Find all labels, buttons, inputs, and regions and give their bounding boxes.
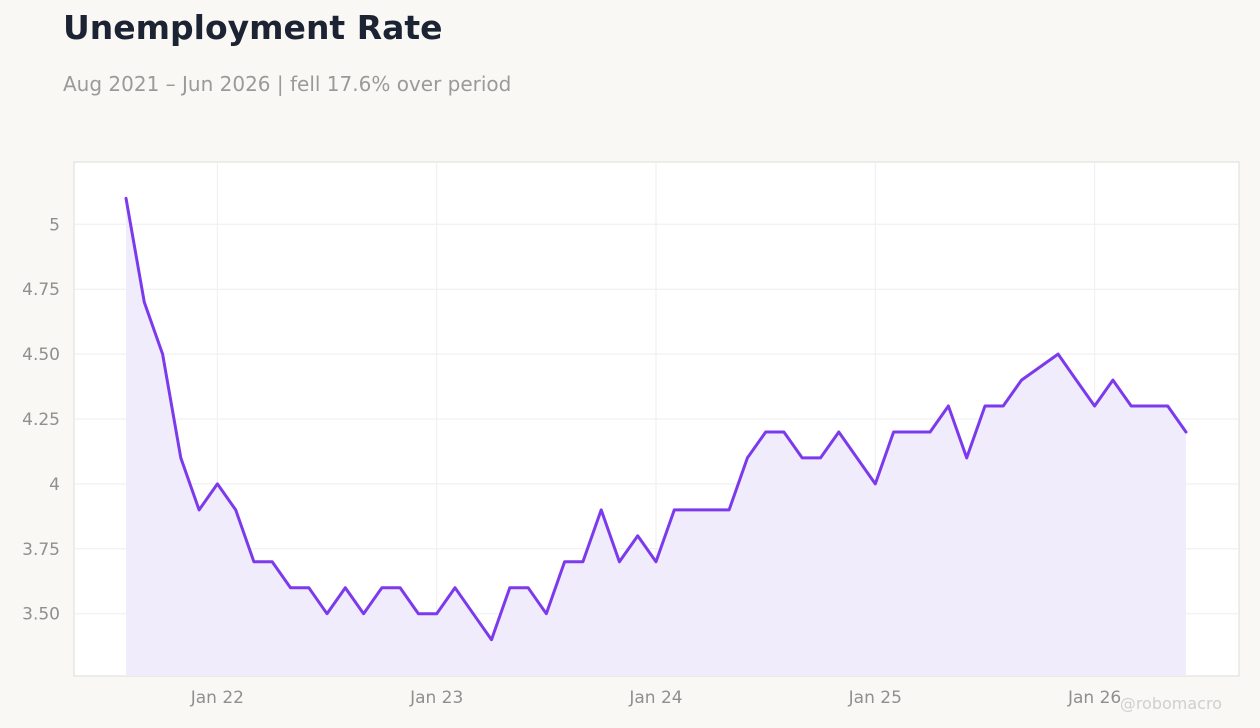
y-axis: 3.50 3.75 4 4.25 4.50 4.75 5 xyxy=(22,215,60,624)
y-tick-label: 4.25 xyxy=(22,410,60,430)
x-tick-label: Jan 26 xyxy=(1067,688,1121,708)
y-tick-label: 3.75 xyxy=(22,540,60,560)
y-tick-label: 5 xyxy=(49,215,60,235)
x-tick-label: Jan 25 xyxy=(848,688,902,708)
watermark: @robomacro xyxy=(1119,694,1222,713)
area-fill xyxy=(126,198,1186,677)
y-tick-label: 3.50 xyxy=(22,605,60,625)
y-tick-label: 4.75 xyxy=(22,280,60,300)
chart-subtitle: Aug 2021 – Jun 2026 | fell 17.6% over pe… xyxy=(63,72,512,96)
x-tick-label: Jan 24 xyxy=(628,688,682,708)
x-tick-label: Jan 23 xyxy=(409,688,463,708)
series-line xyxy=(124,196,1188,642)
x-tick-label: Jan 22 xyxy=(190,688,244,708)
chart-title: Unemployment Rate xyxy=(63,8,443,47)
x-axis: Jan 22 Jan 23 Jan 24 Jan 25 Jan 26 xyxy=(190,688,1121,708)
y-tick-label: 4 xyxy=(49,475,60,495)
y-tick-label: 4.50 xyxy=(22,345,60,365)
